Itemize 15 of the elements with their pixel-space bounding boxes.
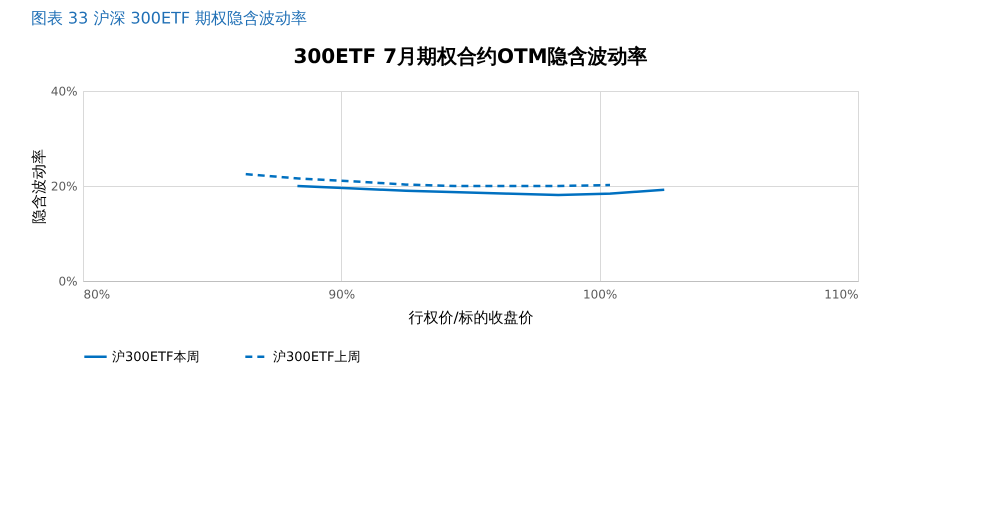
x-tick-label: 80%	[84, 288, 110, 302]
legend-label: 沪300ETF上周	[273, 348, 360, 365]
chart-subtitle: 图表 33 沪深 300ETF 期权隐含波动率	[30, 8, 308, 28]
chart-title: 300ETF 7月期权合约OTM隐含波动率	[293, 44, 648, 68]
legend-label: 沪300ETF本周	[112, 348, 200, 365]
x-tick-label: 90%	[328, 288, 356, 302]
y-tick-label: 40%	[50, 84, 78, 98]
y-axis-title: 隐含波动率	[30, 149, 48, 224]
x-tick-label: 110%	[824, 288, 858, 302]
x-axis-title: 行权价/标的收盘价	[408, 308, 534, 326]
y-tick-label: 20%	[50, 180, 78, 194]
line-series	[244, 172, 612, 188]
x-tick-label: 100%	[583, 288, 618, 302]
y-tick-label: 0%	[58, 274, 78, 288]
line-series	[296, 184, 666, 196]
